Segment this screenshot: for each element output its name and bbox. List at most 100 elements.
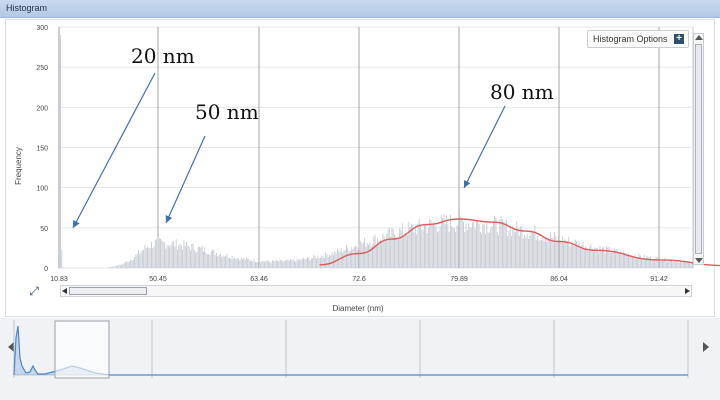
x-tick-label: 63.46 bbox=[250, 276, 268, 283]
histogram-bar bbox=[131, 260, 133, 268]
histogram-bar bbox=[463, 221, 464, 268]
histogram-bar bbox=[529, 235, 531, 268]
vertical-scroll-thumb[interactable] bbox=[695, 44, 702, 254]
histogram-bar bbox=[61, 249, 63, 268]
histogram-bar bbox=[158, 238, 160, 268]
histogram-bar bbox=[439, 226, 441, 268]
expand-icon[interactable]: ⤢ bbox=[29, 284, 39, 298]
histogram-bar bbox=[661, 260, 663, 268]
histogram-bar bbox=[572, 243, 574, 268]
x-tick-label: 91.42 bbox=[650, 276, 668, 283]
histogram-bar bbox=[677, 261, 679, 268]
histogram-bar bbox=[440, 214, 442, 268]
histogram-bar bbox=[236, 257, 238, 268]
histogram-bar bbox=[160, 238, 161, 268]
histogram-bar bbox=[333, 254, 334, 268]
horizontal-scroll-thumb[interactable] bbox=[69, 287, 147, 295]
histogram-bar bbox=[114, 266, 116, 268]
histogram-bar bbox=[392, 228, 394, 268]
histogram-bar bbox=[453, 228, 455, 268]
histogram-bar bbox=[210, 251, 212, 268]
histogram-bar bbox=[178, 246, 180, 268]
histogram-bar bbox=[170, 244, 172, 268]
histogram-bar bbox=[526, 234, 528, 268]
histogram-bar bbox=[642, 257, 644, 268]
histogram-bar bbox=[548, 239, 550, 268]
histogram-bar bbox=[460, 215, 462, 268]
histogram-bar bbox=[199, 246, 200, 268]
overview-left-arrow-icon[interactable] bbox=[8, 342, 14, 352]
horizontal-scrollbar[interactable] bbox=[60, 285, 692, 297]
histogram-bar bbox=[569, 246, 571, 268]
histogram-bar bbox=[270, 262, 272, 268]
scroll-right-icon[interactable] bbox=[685, 288, 690, 294]
histogram-bar bbox=[604, 253, 606, 268]
histogram-bar bbox=[557, 235, 559, 268]
histogram-bar bbox=[398, 238, 399, 268]
histogram-bar bbox=[222, 255, 224, 268]
histogram-bar bbox=[234, 257, 236, 268]
histogram-bar bbox=[691, 263, 693, 268]
histogram-bar bbox=[443, 214, 445, 268]
x-tick-label: 72.6 bbox=[352, 276, 366, 283]
histogram-bar bbox=[395, 239, 397, 268]
histogram-bar bbox=[230, 259, 232, 268]
histogram-bar bbox=[685, 262, 687, 268]
plus-icon: + bbox=[674, 34, 684, 44]
histogram-bar bbox=[349, 250, 351, 268]
x-tick-label: 86.04 bbox=[550, 276, 568, 283]
histogram-bar bbox=[271, 260, 273, 268]
scroll-down-icon[interactable] bbox=[695, 258, 703, 263]
histogram-bar bbox=[126, 261, 128, 268]
vertical-scrollbar[interactable] bbox=[693, 33, 704, 265]
overview-selection-window[interactable] bbox=[54, 320, 110, 379]
histogram-bar bbox=[686, 261, 688, 268]
histogram-bar bbox=[184, 246, 186, 268]
histogram-bar bbox=[437, 232, 438, 268]
histogram-bar bbox=[359, 248, 360, 268]
histogram-bar bbox=[119, 264, 121, 268]
scroll-up-icon[interactable] bbox=[695, 35, 703, 40]
histogram-bar bbox=[373, 236, 375, 268]
histogram-bar bbox=[655, 257, 657, 268]
y-tick-label: 100 bbox=[36, 186, 48, 193]
histogram-bar bbox=[223, 256, 225, 268]
histogram-bar bbox=[442, 218, 444, 268]
histogram-options-button[interactable]: Histogram Options + bbox=[587, 30, 689, 48]
histogram-bar bbox=[628, 253, 629, 268]
histogram-bar bbox=[388, 228, 390, 268]
histogram-bar bbox=[513, 230, 515, 268]
histogram-bar bbox=[139, 253, 141, 268]
histogram-bar bbox=[615, 250, 616, 268]
histogram-bar bbox=[279, 259, 281, 268]
histogram-bar bbox=[485, 234, 486, 268]
histogram-bar bbox=[186, 242, 187, 268]
histogram-bar bbox=[130, 259, 132, 268]
histogram-bar bbox=[197, 246, 199, 268]
histogram-bar bbox=[268, 261, 269, 268]
histogram-bar bbox=[599, 245, 601, 268]
histogram-bar bbox=[135, 254, 137, 268]
histogram-bar bbox=[235, 259, 237, 268]
histogram-bar bbox=[554, 232, 555, 268]
fit-curve bbox=[319, 218, 720, 267]
histogram-bar bbox=[429, 218, 431, 268]
histogram-bar bbox=[329, 254, 330, 268]
histogram-bar bbox=[188, 246, 190, 268]
overview-right-arrow-icon[interactable] bbox=[703, 342, 709, 352]
overview-strip[interactable] bbox=[0, 318, 720, 400]
histogram-bar bbox=[110, 266, 112, 268]
histogram-bar bbox=[317, 255, 319, 268]
histogram-bar bbox=[229, 257, 230, 268]
histogram-bar bbox=[533, 232, 535, 268]
scroll-left-icon[interactable] bbox=[62, 288, 67, 294]
histogram-bar bbox=[559, 239, 561, 268]
histogram-bar bbox=[149, 247, 151, 268]
histogram-bar bbox=[262, 261, 264, 268]
histogram-bar bbox=[145, 247, 147, 268]
y-tick-label: 200 bbox=[36, 105, 48, 112]
histogram-bar bbox=[177, 249, 178, 268]
histogram-bar bbox=[457, 225, 459, 268]
histogram-bar bbox=[607, 247, 609, 268]
histogram-bar bbox=[578, 241, 580, 268]
